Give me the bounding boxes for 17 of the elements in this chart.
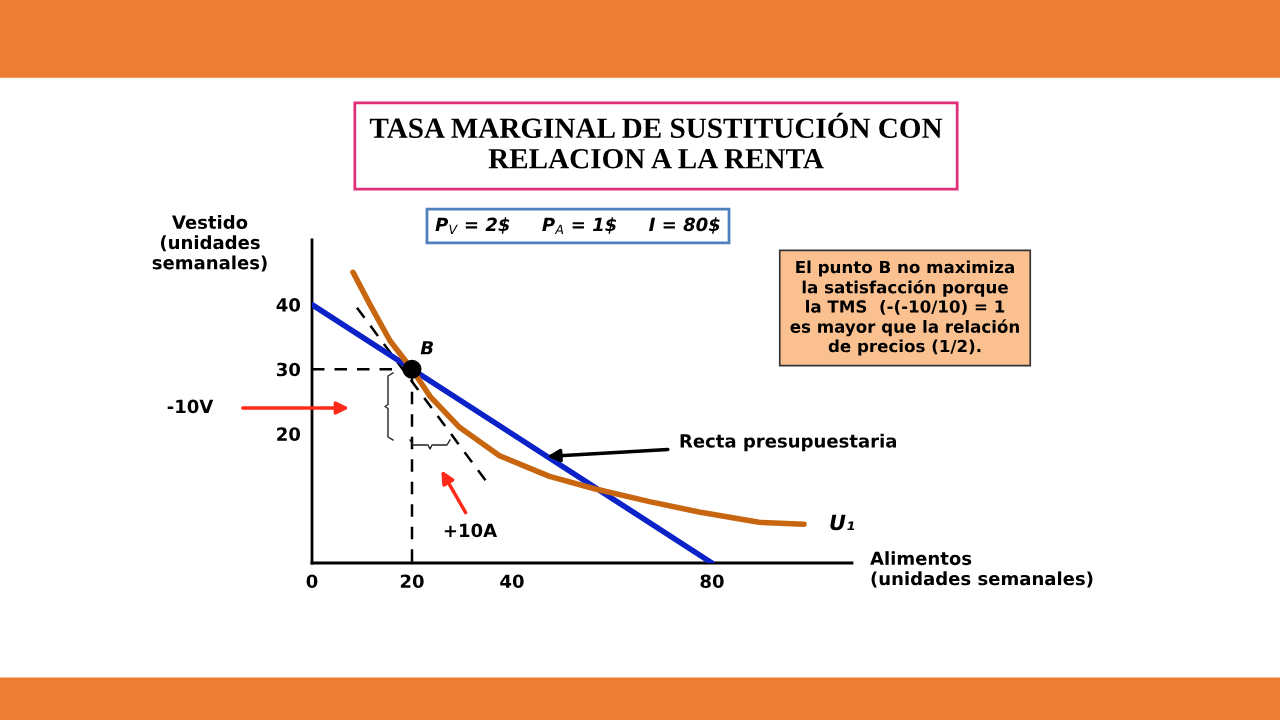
y-tick-label: 30 xyxy=(276,362,301,377)
y-axis-title: Vestido (unidades semanales) xyxy=(152,215,267,272)
y-tick-label: 40 xyxy=(276,298,301,312)
x-tick-label: 0 xyxy=(306,574,318,589)
x-tick-label: 80 xyxy=(700,574,724,589)
chart-subtitle: P$_{V}$ = 2$ P$_{A}$ = 1$ I = 80$ xyxy=(435,217,720,234)
annotation: El punto B no maximiza la satisfacción porque la TMS (-(-10/10) = 1 es mayor que la relación de precios (1/2). xyxy=(790,260,1019,356)
annotation: Recta presupuestaria xyxy=(680,433,897,452)
y-tick-label: 20 xyxy=(277,427,301,441)
x-tick-label: 40 xyxy=(500,574,524,589)
x-tick-label: 20 xyxy=(400,574,424,589)
annotation: +10A xyxy=(444,523,498,538)
x-axis-title: Alimentos (unidades semanales) xyxy=(870,551,1093,588)
series-label: U₁ xyxy=(830,514,855,531)
text: -10V xyxy=(167,399,214,414)
chart-title: TASA MARGINAL DE SUSTITUCIÓN CON RELACION A LA RENTA xyxy=(369,112,943,169)
annotation: B xyxy=(420,341,433,355)
